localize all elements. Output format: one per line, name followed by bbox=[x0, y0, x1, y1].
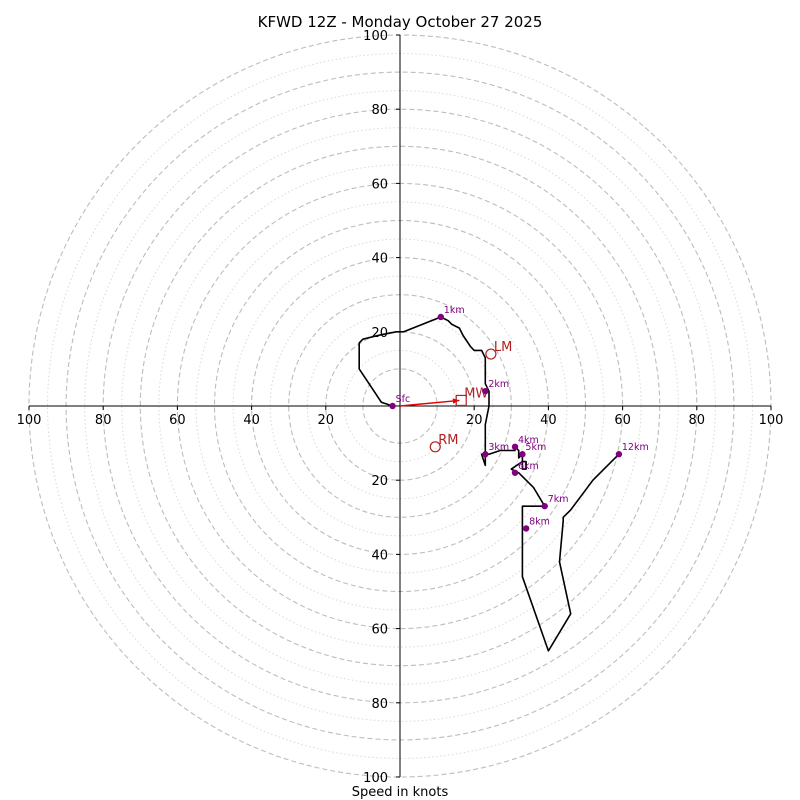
y-tick-label: 100 bbox=[363, 771, 388, 786]
height-marker-6km bbox=[511, 469, 519, 476]
height-label-sfc: Sfc bbox=[396, 394, 411, 405]
height-marker-7km bbox=[541, 502, 548, 510]
y-tick-label: 60 bbox=[371, 177, 388, 192]
height-label-5km: 5km bbox=[525, 442, 546, 453]
y-tick-label: 20 bbox=[371, 474, 388, 489]
rm-label: RM bbox=[438, 433, 458, 448]
height-marker-5km bbox=[519, 451, 526, 458]
chart-title: KFWD 12Z - Monday October 27 2025 bbox=[258, 13, 543, 31]
y-tick-label: 80 bbox=[371, 103, 388, 118]
height-label-12km: 12km bbox=[622, 442, 649, 453]
x-tick-label: 100 bbox=[17, 413, 42, 428]
x-tick-label: 40 bbox=[540, 413, 557, 428]
lm-label: LM bbox=[494, 340, 512, 355]
lm-marker bbox=[485, 348, 497, 360]
x-tick-label: 60 bbox=[169, 413, 186, 428]
x-tick-label: 80 bbox=[95, 413, 112, 428]
y-tick-label: 80 bbox=[371, 697, 388, 712]
height-label-1km: 1km bbox=[444, 305, 465, 316]
height-label-2km: 2km bbox=[488, 379, 509, 390]
x-tick-label: 20 bbox=[466, 413, 483, 428]
height-marker-3km bbox=[482, 451, 489, 458]
y-tick-label: 100 bbox=[363, 29, 388, 44]
x-tick-label: 60 bbox=[614, 413, 631, 428]
x-axis-label: Speed in knots bbox=[352, 785, 449, 800]
rm-marker bbox=[429, 441, 441, 453]
height-label-7km: 7km bbox=[548, 494, 569, 505]
hodograph-trace-line bbox=[358, 316, 620, 652]
mw-marker bbox=[455, 394, 467, 407]
height-marker-sfc bbox=[389, 402, 396, 410]
y-tick-label: 60 bbox=[371, 623, 388, 638]
y-tick-label: 20 bbox=[371, 326, 388, 341]
height-marker-4km bbox=[511, 443, 519, 451]
wind-trace bbox=[358, 316, 620, 652]
height-marker-12km bbox=[615, 451, 623, 458]
y-tick-label: 40 bbox=[371, 548, 388, 563]
y-tick-label: 40 bbox=[371, 252, 388, 267]
tick-labels: 100 100 80 80 60 60 40 40 20 20 20 20 40 40 60 60 80 80 10… bbox=[17, 29, 784, 786]
height-marker-8km bbox=[522, 525, 530, 532]
height-label-4km: 4km bbox=[518, 435, 539, 446]
height-label-3km: 3km bbox=[488, 442, 509, 453]
x-tick-label: 40 bbox=[243, 413, 260, 428]
mean-wind-arrow-shaft bbox=[399, 399, 460, 407]
x-tick-label: 20 bbox=[318, 413, 335, 428]
x-tick-label: 100 bbox=[759, 413, 784, 428]
x-tick-label: 80 bbox=[689, 413, 706, 428]
height-marker-1km bbox=[437, 313, 445, 321]
height-marker-2km bbox=[482, 387, 489, 395]
height-label-8km: 8km bbox=[529, 516, 550, 527]
height-label-6km: 6km bbox=[518, 461, 539, 472]
